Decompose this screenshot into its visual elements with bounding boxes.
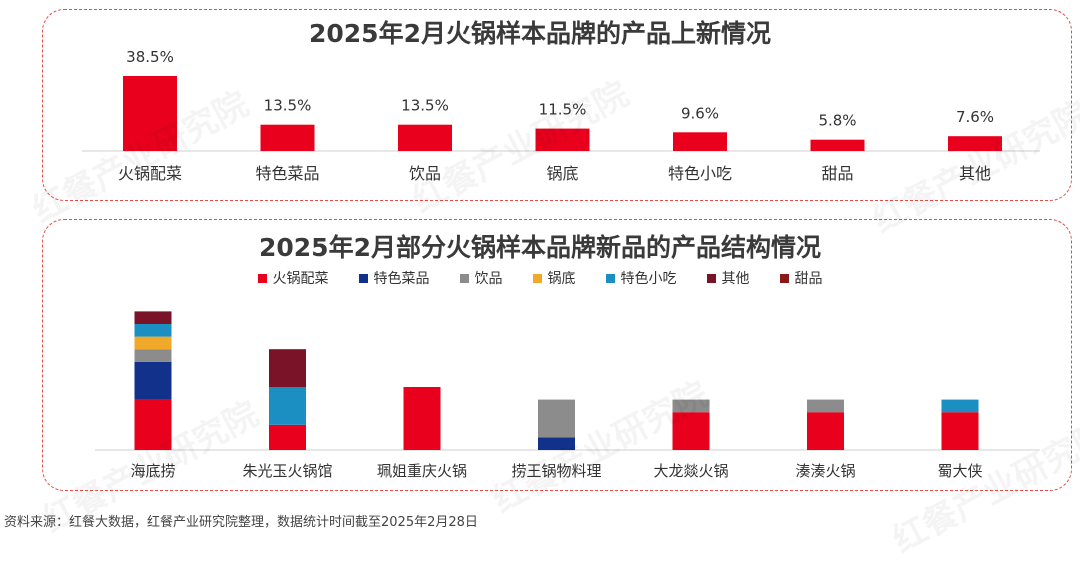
stack-segment xyxy=(269,387,306,425)
legend-swatch xyxy=(605,273,615,283)
stack-segment xyxy=(538,437,575,450)
data-label: 7.6% xyxy=(956,108,994,126)
legend-label: 特色菜品 xyxy=(373,271,430,287)
category-label: 甜品 xyxy=(821,164,853,183)
stack-segment xyxy=(134,399,172,450)
bar xyxy=(673,132,727,151)
stack-segment xyxy=(807,412,844,450)
category-label: 大龙燚火锅 xyxy=(653,462,728,480)
data-label: 5.8% xyxy=(818,112,856,130)
bottom-chart-panel xyxy=(42,219,1072,491)
top-chart-panel xyxy=(42,9,1072,201)
bottom-chart-legend: 火锅配菜 特色菜品 饮品 锅底 特色小吃 其他 甜品 xyxy=(0,268,1080,288)
category-label: 捞王锅物料理 xyxy=(511,462,601,480)
legend-label: 火锅配菜 xyxy=(272,271,329,287)
legend-item: 其他 xyxy=(706,268,750,288)
legend-swatch xyxy=(706,273,716,283)
stack-segment xyxy=(269,424,306,450)
legend-label: 其他 xyxy=(721,271,750,287)
category-label: 锅底 xyxy=(546,164,578,183)
category-label: 海底捞 xyxy=(130,462,175,480)
charts-canvas: 38.5% 火锅配菜 13.5% 特色菜品 13.5% 饮品 11.5% 锅底 9.6% 特色小吃… xyxy=(82,48,1040,480)
stack-segment xyxy=(134,349,172,362)
data-label: 9.6% xyxy=(681,104,719,122)
category-label: 其他 xyxy=(959,164,991,183)
stack-segment xyxy=(134,336,172,350)
stack-segment xyxy=(672,399,710,413)
legend-item: 特色菜品 xyxy=(358,268,430,288)
legend-swatch xyxy=(358,273,368,283)
category-label: 火锅配菜 xyxy=(118,164,182,183)
stack-segment xyxy=(134,324,172,337)
stack-segment xyxy=(403,387,441,450)
legend-label: 甜品 xyxy=(794,271,823,287)
legend-item: 锅底 xyxy=(532,268,576,288)
bar xyxy=(810,139,865,151)
bar xyxy=(535,128,590,151)
data-label: 38.5% xyxy=(126,48,174,66)
category-label: 特色小吃 xyxy=(668,164,732,183)
category-label: 湊湊火锅 xyxy=(795,462,855,480)
legend-label: 锅底 xyxy=(547,271,576,287)
data-label: 13.5% xyxy=(401,97,449,115)
stack-segment xyxy=(941,399,979,413)
stack-segment xyxy=(538,399,575,438)
legend-item: 饮品 xyxy=(459,268,503,288)
bar xyxy=(398,124,452,151)
legend-item: 特色小吃 xyxy=(605,268,677,288)
bottom-chart-title: 2025年2月部分火锅样本品牌新品的产品结构情况 xyxy=(259,233,821,262)
top-chart-title: 2025年2月火锅样本品牌的产品上新情况 xyxy=(309,19,771,48)
bar xyxy=(123,76,177,151)
bar xyxy=(260,124,315,151)
bar xyxy=(948,136,1002,151)
source-note: 资料来源：红餐大数据，红餐产业研究院整理，数据统计时间截至2025年2月28日 xyxy=(4,515,478,530)
legend-item: 火锅配菜 xyxy=(257,268,329,288)
category-label: 特色菜品 xyxy=(255,164,319,183)
stack-segment xyxy=(941,412,979,450)
legend-swatch xyxy=(779,273,789,283)
legend-label: 特色小吃 xyxy=(620,271,677,287)
category-label: 蜀大侠 xyxy=(937,462,982,480)
stack-segment xyxy=(134,311,172,324)
data-label: 11.5% xyxy=(539,101,587,119)
legend-swatch xyxy=(532,273,542,283)
stack-segment xyxy=(269,349,306,387)
legend-label: 饮品 xyxy=(474,271,503,287)
category-label: 珮姐重庆火锅 xyxy=(377,462,467,480)
category-label: 朱光玉火锅馆 xyxy=(242,462,332,480)
stack-segment xyxy=(807,399,844,413)
data-label: 13.5% xyxy=(264,97,312,115)
stack-segment xyxy=(134,361,172,400)
legend-swatch xyxy=(257,273,267,283)
legend-item: 甜品 xyxy=(779,268,823,288)
stack-segment xyxy=(672,412,710,450)
category-label: 饮品 xyxy=(409,164,441,183)
legend-swatch xyxy=(459,273,469,283)
